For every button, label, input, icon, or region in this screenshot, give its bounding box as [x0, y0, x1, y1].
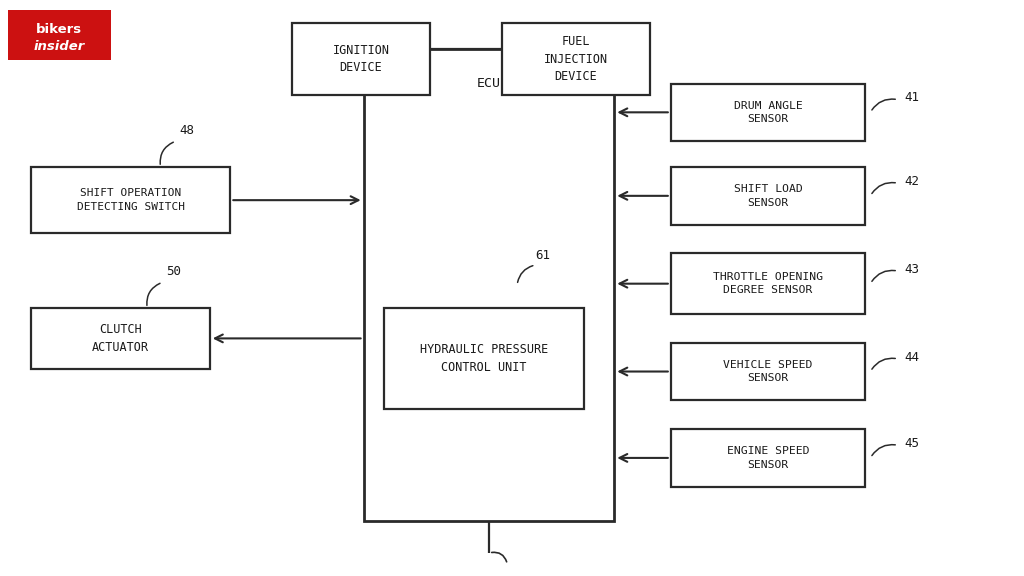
Bar — [364, 49, 614, 521]
Bar — [31, 308, 210, 369]
Text: THROTTLE OPENING
DEGREE SENSOR: THROTTLE OPENING DEGREE SENSOR — [713, 272, 823, 295]
Bar — [384, 308, 584, 409]
Text: FUEL
INJECTION
DEVICE: FUEL INJECTION DEVICE — [544, 35, 608, 83]
Bar — [671, 429, 865, 487]
Bar — [671, 167, 865, 225]
Text: 44: 44 — [904, 351, 920, 363]
Bar — [671, 84, 865, 141]
Bar — [671, 253, 865, 314]
Bar — [502, 23, 650, 95]
Text: insider: insider — [34, 40, 85, 53]
Text: VEHICLE SPEED
SENSOR: VEHICLE SPEED SENSOR — [723, 360, 813, 383]
Text: HYDRAULIC PRESSURE
CONTROL UNIT: HYDRAULIC PRESSURE CONTROL UNIT — [420, 343, 548, 374]
Bar — [8, 10, 111, 60]
Text: bikers: bikers — [36, 22, 83, 36]
Text: 42: 42 — [904, 175, 920, 188]
Text: 50: 50 — [166, 265, 180, 278]
Text: ECU: ECU — [477, 77, 501, 90]
Text: 48: 48 — [179, 124, 194, 137]
Text: ENGINE SPEED
SENSOR: ENGINE SPEED SENSOR — [727, 446, 809, 469]
Text: 45: 45 — [904, 437, 920, 450]
Bar — [671, 343, 865, 400]
Bar — [292, 23, 430, 95]
Text: 41: 41 — [904, 92, 920, 104]
Text: SHIFT OPERATION
DETECTING SWITCH: SHIFT OPERATION DETECTING SWITCH — [77, 188, 184, 212]
Text: SHIFT LOAD
SENSOR: SHIFT LOAD SENSOR — [733, 184, 803, 207]
Text: 61: 61 — [536, 249, 550, 262]
Text: IGNITION
DEVICE: IGNITION DEVICE — [333, 44, 389, 74]
Text: DRUM ANGLE
SENSOR: DRUM ANGLE SENSOR — [733, 101, 803, 124]
Bar — [31, 167, 230, 233]
Text: CLUTCH
ACTUATOR: CLUTCH ACTUATOR — [92, 323, 148, 354]
Text: 43: 43 — [904, 263, 920, 276]
